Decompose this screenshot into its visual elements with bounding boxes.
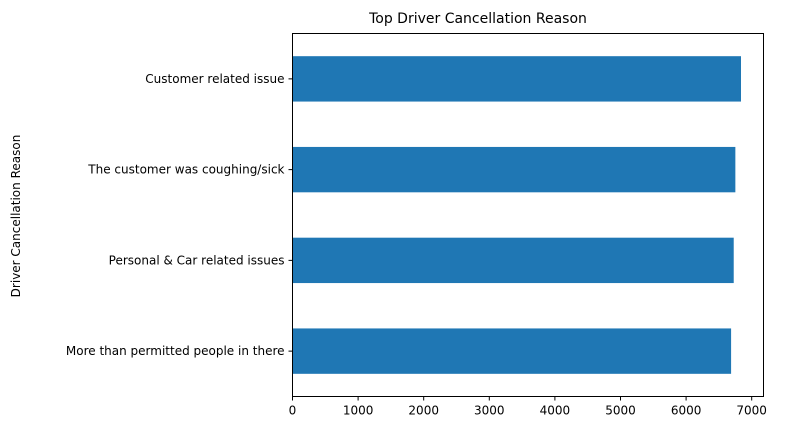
y-ticks-group: Customer related issue The customer was c… xyxy=(66,72,293,358)
bar-customer-related-issue xyxy=(292,56,741,102)
x-tick-label: 3000 xyxy=(474,404,505,418)
x-tick-label: 1000 xyxy=(343,404,374,418)
bars-group xyxy=(292,56,741,374)
bar-the-customer-was-coughing-sick xyxy=(292,146,736,193)
x-tick-label: 6000 xyxy=(671,404,702,418)
x-tick-label: 5000 xyxy=(605,404,636,418)
y-tick-label: Customer related issue xyxy=(145,72,284,86)
y-tick-label: The customer was coughing/sick xyxy=(87,163,284,177)
y-tick-label: More than permitted people in there xyxy=(66,344,285,358)
x-tick-label: 4000 xyxy=(540,404,571,418)
bar-more-than-permitted-people-in-there xyxy=(292,328,732,374)
x-ticks-group: 0 1000 2000 3000 4000 5000 6000 7000 xyxy=(289,396,767,418)
x-tick-label: 0 xyxy=(289,404,297,418)
x-tick-label: 7000 xyxy=(736,404,767,418)
plot-frame xyxy=(292,33,764,397)
bar-personal-car-related-issues xyxy=(292,237,734,284)
chart-title: Top Driver Cancellation Reason xyxy=(368,11,587,27)
y-axis-label: Driver Cancellation Reason xyxy=(9,135,23,298)
y-tick-label: Personal & Car related issues xyxy=(109,253,285,267)
x-tick-label: 2000 xyxy=(408,404,439,418)
